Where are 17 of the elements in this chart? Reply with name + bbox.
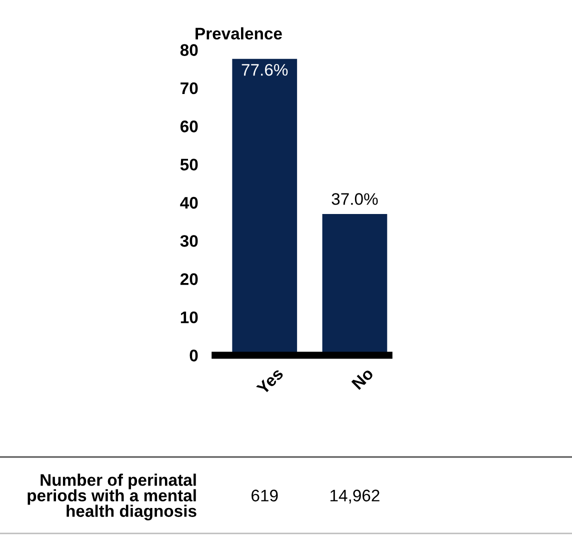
y-tick-label: 0 bbox=[190, 350, 198, 362]
y-axis-title: Prevalence bbox=[196, 27, 282, 40]
text: 14,962 bbox=[330, 490, 380, 504]
text: 619 bbox=[252, 490, 278, 502]
y-tick-label: 10 bbox=[180, 311, 198, 324]
y-tick-label: 60 bbox=[180, 120, 198, 132]
y-tick-label: 20 bbox=[180, 273, 198, 286]
x-tick-label: Yes bbox=[256, 367, 284, 396]
data-label: 37.0% bbox=[332, 193, 378, 205]
y-tick-label: 30 bbox=[180, 235, 198, 247]
y-tick-label: 40 bbox=[180, 196, 198, 209]
y-tick-label: 70 bbox=[180, 82, 198, 94]
data-label: 77.6% bbox=[242, 64, 288, 76]
text: Number of perinatal periods with a mental health diagnosis bbox=[28, 474, 196, 520]
y-tick-label: 80 bbox=[180, 44, 198, 56]
y-tick-label: 50 bbox=[180, 158, 198, 171]
x-tick-label: No bbox=[351, 367, 374, 390]
